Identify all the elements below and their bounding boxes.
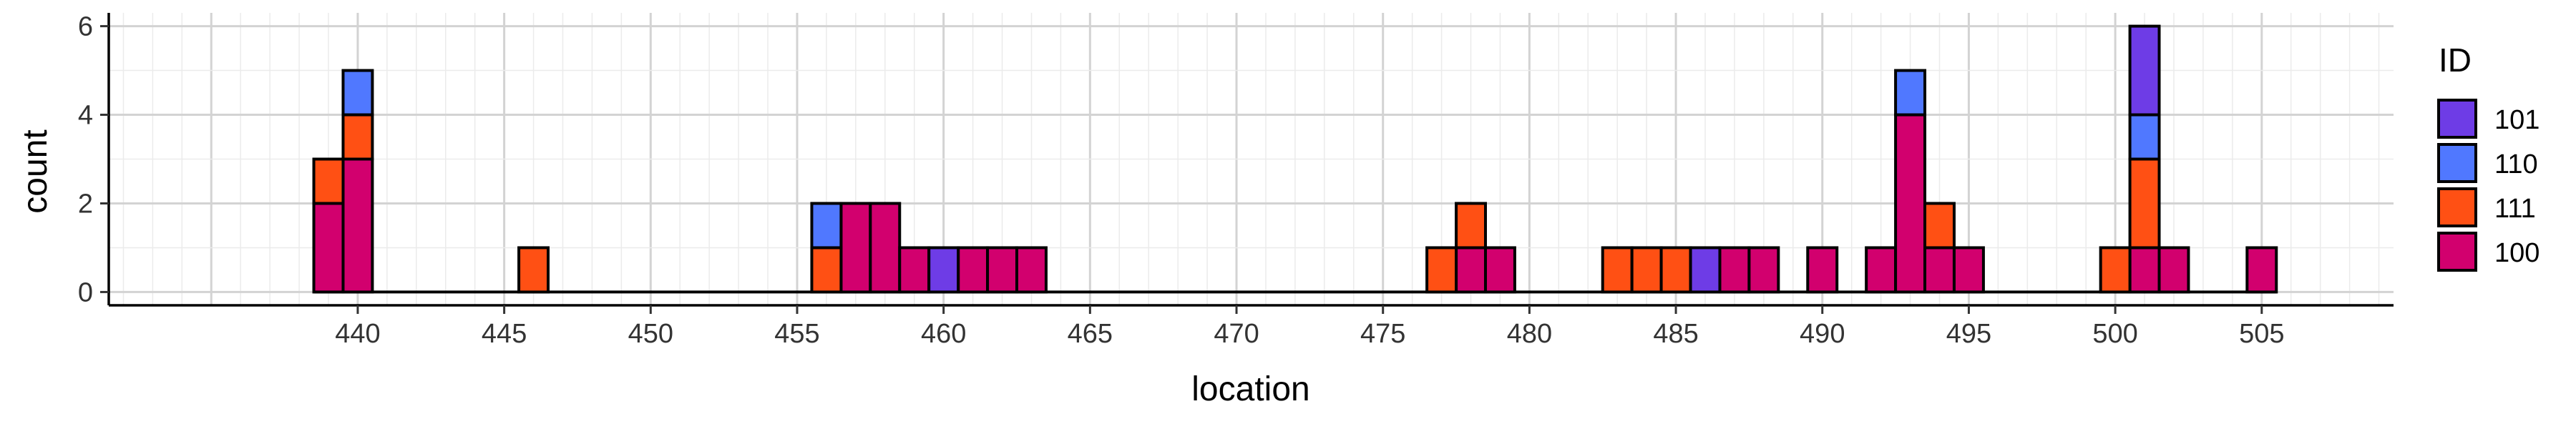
bar-111-494	[1925, 203, 1954, 247]
bar-111-478	[1456, 203, 1485, 247]
y-tick-labels: 0 2 4 6	[78, 12, 109, 308]
x-tick-label: 445	[482, 319, 527, 349]
bar-100-492	[1866, 247, 1896, 292]
bar-100-462	[987, 247, 1017, 292]
bar-100-461	[958, 247, 987, 292]
bar-100-463	[1017, 247, 1046, 292]
legend-label-100: 100	[2494, 238, 2540, 268]
x-tick-label: 495	[1946, 319, 1991, 349]
bar-101-460	[929, 247, 958, 292]
bar-111-484	[1632, 247, 1662, 292]
x-tick-label: 455	[774, 319, 819, 349]
y-tick-label: 6	[78, 12, 93, 42]
y-axis-title: count	[16, 129, 54, 213]
bar-111-440	[343, 115, 372, 159]
bar-111-500	[2101, 247, 2130, 292]
x-tick-label: 475	[1360, 319, 1405, 349]
x-tick-label: 480	[1507, 319, 1552, 349]
x-tick-label: 460	[921, 319, 966, 349]
bar-111-485	[1662, 247, 1691, 292]
grid-lines	[109, 13, 2394, 305]
x-tick-label: 450	[628, 319, 673, 349]
y-tick-label: 4	[78, 101, 93, 131]
bar-100-505	[2247, 247, 2276, 292]
x-tick-label: 485	[1653, 319, 1698, 349]
bar-111-477	[1427, 247, 1456, 292]
legend-swatch-110	[2439, 144, 2476, 182]
bar-111-456	[811, 247, 841, 292]
bar-110-493	[1896, 71, 1925, 115]
bar-110-456	[811, 203, 841, 247]
bar-100-478	[1456, 247, 1485, 292]
bar-100-459	[899, 247, 929, 292]
legend: ID 101 110 111 100	[2439, 41, 2540, 270]
legend-label-101: 101	[2494, 105, 2540, 135]
bar-100-495	[1954, 247, 1984, 292]
bar-111-439	[314, 159, 343, 204]
y-tick-label: 0	[78, 277, 93, 307]
legend-title: ID	[2439, 41, 2472, 79]
bar-100-439	[314, 203, 343, 292]
bar-100-458	[870, 203, 899, 292]
x-tick-labels: 440 445 450 455 460 465 470 475 480 485 490 495 500 5…	[335, 305, 2284, 349]
bar-101-486	[1691, 247, 1720, 292]
bar-100-490	[1807, 247, 1837, 292]
legend-swatch-101	[2439, 100, 2476, 137]
x-tick-label: 470	[1214, 319, 1259, 349]
bar-100-488	[1749, 247, 1778, 292]
legend-swatch-100	[2439, 233, 2476, 270]
bar-100-502	[2160, 247, 2189, 292]
x-axis-title: location	[1191, 370, 1309, 408]
legend-swatch-111	[2439, 189, 2476, 226]
x-tick-label: 490	[1800, 319, 1845, 349]
bar-100-501	[2130, 247, 2160, 292]
legend-label-111: 111	[2494, 194, 2536, 224]
legend-label-110: 110	[2494, 149, 2538, 179]
bar-110-440	[343, 71, 372, 115]
x-tick-label: 440	[335, 319, 380, 349]
bar-111-501	[2130, 159, 2160, 248]
bar-110-501	[2130, 115, 2160, 159]
bar-101-501	[2130, 26, 2160, 115]
bar-100-494	[1925, 247, 1954, 292]
bar-100-487	[1719, 247, 1749, 292]
bar-100-457	[841, 203, 870, 292]
x-tick-label: 500	[2092, 319, 2137, 349]
bar-100-479	[1485, 247, 1515, 292]
x-tick-label: 505	[2239, 319, 2284, 349]
bar-111-446	[519, 247, 548, 292]
bar-100-440	[343, 159, 372, 292]
y-tick-label: 2	[78, 189, 93, 219]
bar-111-483	[1603, 247, 1632, 292]
bar-100-493	[1896, 115, 1925, 292]
x-tick-label: 465	[1068, 319, 1113, 349]
